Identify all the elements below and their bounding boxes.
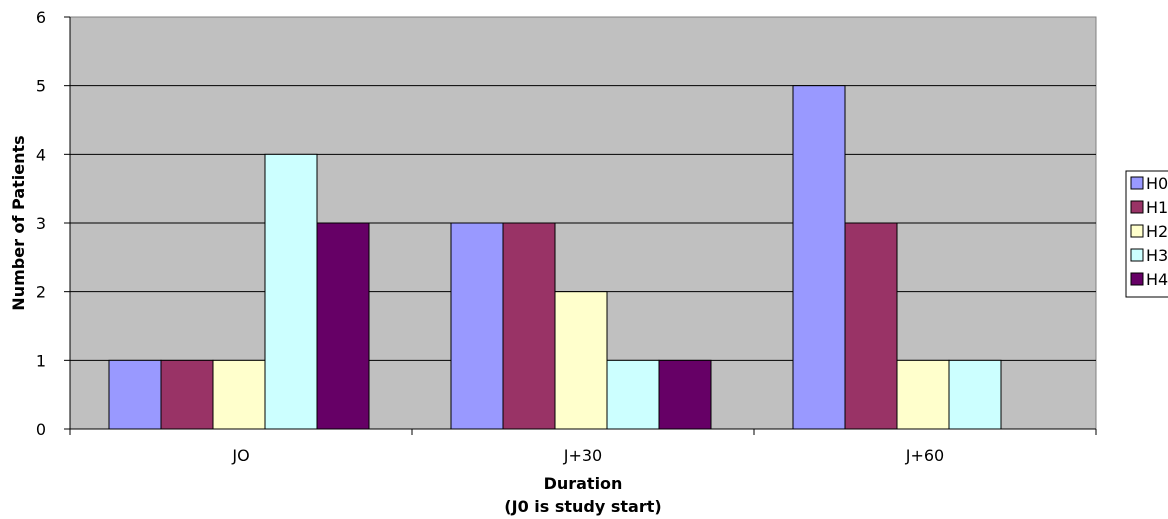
legend-label-h2: H2 (1146, 222, 1168, 241)
legend-label-h1: H1 (1146, 198, 1168, 217)
x-axis-title: Duration (544, 474, 623, 493)
bar-h1-1 (502, 222, 556, 430)
y-axis-title: Number of Patients (9, 135, 28, 310)
bar-h3-1 (606, 359, 660, 430)
y-tick-label: 3 (36, 214, 46, 233)
y-tick-label: 1 (36, 351, 46, 370)
bar-h0-2 (792, 85, 846, 430)
bar-h2-2 (896, 359, 950, 430)
y-tick-label: 0 (36, 420, 46, 439)
legend-swatch-h1 (1130, 200, 1144, 214)
bar-h4-1 (658, 359, 712, 430)
bar-h4-0 (316, 222, 370, 430)
bars (108, 85, 1002, 430)
x-tick-label: J+30 (563, 446, 602, 465)
y-tick-label: 2 (36, 283, 46, 302)
bar-h1-2 (844, 222, 898, 430)
bar-h0-1 (450, 222, 504, 430)
legend-swatch-h2 (1130, 224, 1144, 238)
bar-h2-1 (554, 291, 608, 430)
bar-h0-0 (108, 359, 162, 430)
y-tick-label: 6 (36, 8, 46, 27)
legend-label-h0: H0 (1146, 174, 1168, 193)
bar-h3-2 (948, 359, 1002, 430)
legend-swatch-h0 (1130, 176, 1144, 190)
legend: H0 H1 H2 H3 H4 (1125, 170, 1168, 298)
y-tick-label: 5 (36, 77, 46, 96)
y-axis: 0 1 2 3 4 5 6 (36, 8, 71, 439)
legend-swatch-h3 (1130, 248, 1144, 262)
legend-swatch-h4 (1130, 272, 1144, 286)
legend-label-h3: H3 (1146, 246, 1168, 265)
bar-h2-0 (212, 359, 266, 430)
x-axis-subtitle: (J0 is study start) (504, 497, 661, 516)
bar-h3-0 (264, 153, 318, 430)
x-axis: JO J+30 J+60 (69, 428, 1097, 465)
bar-h1-0 (160, 359, 214, 430)
y-tick-label: 4 (36, 145, 46, 164)
x-tick-label: JO (231, 446, 249, 465)
x-tick-label: J+60 (905, 446, 944, 465)
legend-label-h4: H4 (1146, 270, 1168, 289)
